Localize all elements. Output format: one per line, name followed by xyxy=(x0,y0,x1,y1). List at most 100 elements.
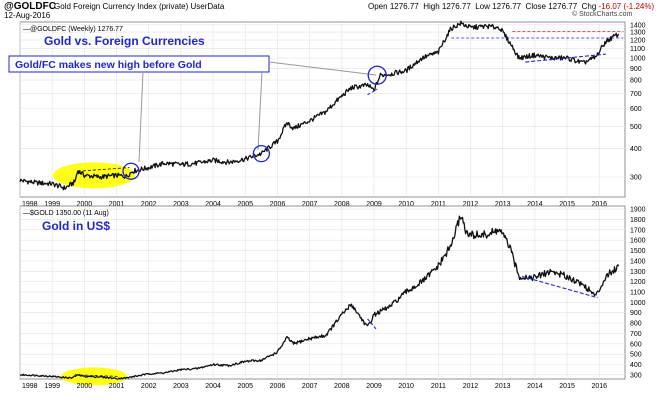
annotation-box xyxy=(8,55,270,73)
x-tick-label: 2004 xyxy=(205,201,221,208)
dip-trendline xyxy=(367,88,378,96)
chart-symbol: @GOLDFC xyxy=(4,1,56,12)
x-tick-label: 2009 xyxy=(366,383,382,390)
x-tick-label: 2005 xyxy=(237,383,253,390)
y-tick-label: 500 xyxy=(630,352,642,359)
new-high-circle xyxy=(367,65,387,85)
y-tick-label: 900 xyxy=(630,310,642,317)
x-tick-label: 1999 xyxy=(44,383,60,390)
callout-line xyxy=(257,71,263,151)
y-tick-label: 1400 xyxy=(630,22,646,29)
x-tick-label: 2000 xyxy=(77,383,93,390)
x-tick-label: 2014 xyxy=(527,201,543,208)
x-tick-label: 1999 xyxy=(44,201,60,208)
y-tick-label: 1400 xyxy=(630,258,646,265)
chart-panel-2 xyxy=(19,205,626,386)
x-tick-label: 2001 xyxy=(109,383,125,390)
y-tick-label: 400 xyxy=(630,362,642,369)
x-tick-label: 2014 xyxy=(527,383,543,390)
x-tick-label: 2006 xyxy=(270,383,286,390)
chg-value: -16.07 (-1.24%) xyxy=(598,2,655,11)
chart-title: Gold vs. Foreign Currencies xyxy=(44,34,205,48)
y-tick-label: 800 xyxy=(630,78,642,85)
y-tick-label: 600 xyxy=(630,106,642,113)
y-tick-label: 1600 xyxy=(630,238,646,245)
y-tick-label: 1200 xyxy=(630,38,646,45)
y-tick-label: 700 xyxy=(630,331,642,338)
x-tick-label: 2002 xyxy=(141,383,157,390)
high-label: High xyxy=(423,2,440,11)
rising-trendline xyxy=(525,53,606,63)
x-tick-label: 2003 xyxy=(173,201,189,208)
x-tick-label: 2000 xyxy=(77,201,93,208)
x-tick-label: 2010 xyxy=(398,201,414,208)
low-label: Low xyxy=(475,2,490,11)
series-legend: —$GOLD 1350.00 (11 Aug) xyxy=(23,210,109,217)
open-label: Open xyxy=(368,2,388,11)
series-legend: —@GOLDFC (Weekly) 1276.77 xyxy=(23,26,123,33)
low-value: 1276.77 xyxy=(492,2,522,11)
y-tick-label: 900 xyxy=(630,66,642,73)
x-tick-label: 2009 xyxy=(366,201,382,208)
y-tick-label: 1300 xyxy=(630,30,646,37)
y-tick-label: 600 xyxy=(630,341,642,348)
x-tick-label: 2012 xyxy=(463,201,479,208)
annotation-text: Gold/FC makes new high before Gold xyxy=(15,59,202,71)
y-tick-label: 800 xyxy=(630,321,642,328)
x-tick-label: 2008 xyxy=(334,201,350,208)
high-value: 1276.77 xyxy=(441,2,471,11)
dip-trendline xyxy=(367,318,378,331)
y-tick-label: 500 xyxy=(630,124,642,131)
x-tick-label: 2002 xyxy=(141,201,157,208)
base-dashed-line xyxy=(74,374,120,377)
x-tick-label: 2006 xyxy=(270,201,286,208)
falling-trendline xyxy=(521,275,598,299)
y-tick-label: 400 xyxy=(630,146,642,153)
y-tick-label: 700 xyxy=(630,91,642,98)
y-tick-label: 1000 xyxy=(630,300,646,307)
x-tick-label: 2007 xyxy=(302,383,318,390)
chart-date: 12-Aug-2016 xyxy=(4,11,51,20)
close-value: 1276.77 xyxy=(548,2,578,11)
y-tick-label: 1200 xyxy=(630,279,646,286)
x-tick-label: 2013 xyxy=(495,383,511,390)
chart-title: Gold in US$ xyxy=(42,219,110,233)
x-tick-label: 2015 xyxy=(559,201,575,208)
x-tick-label: 2016 xyxy=(591,201,607,208)
price-series-line xyxy=(19,215,620,380)
x-tick-label: 1998 xyxy=(22,383,38,390)
chg-label: Chg xyxy=(581,2,597,11)
base-dashed-line xyxy=(77,167,130,172)
x-tick-label: 2013 xyxy=(495,201,511,208)
ohlc-readout: Open 1276.77 High 1276.77 Low 1276.77 Cl… xyxy=(368,2,654,11)
x-tick-label: 2016 xyxy=(591,383,607,390)
x-tick-label: 1998 xyxy=(22,201,38,208)
y-tick-label: 1900 xyxy=(630,207,646,214)
x-tick-label: 2003 xyxy=(173,383,189,390)
y-tick-label: 1100 xyxy=(630,289,645,296)
new-high-circle xyxy=(252,144,271,163)
close-label: Close xyxy=(525,2,546,11)
x-tick-label: 2008 xyxy=(334,383,350,390)
new-high-circle xyxy=(122,162,140,180)
x-tick-label: 2004 xyxy=(205,383,221,390)
y-tick-label: 1000 xyxy=(630,56,646,63)
x-tick-label: 2010 xyxy=(398,383,414,390)
x-tick-label: 2007 xyxy=(302,201,318,208)
x-tick-label: 2011 xyxy=(431,201,446,208)
x-tick-label: 2011 xyxy=(431,383,446,390)
callout-line xyxy=(268,61,377,76)
stockcharts-brand: © StockCharts.com xyxy=(572,11,633,18)
x-tick-label: 2015 xyxy=(559,383,575,390)
open-value: 1276.77 xyxy=(389,2,419,11)
price-series-line xyxy=(19,20,620,191)
x-tick-label: 2001 xyxy=(109,201,125,208)
y-tick-label: 300 xyxy=(630,174,642,181)
y-tick-label: 1300 xyxy=(630,269,646,276)
y-tick-label: 1500 xyxy=(630,248,646,255)
index-name: Gold Foreign Currency Index (private) Us… xyxy=(54,2,225,11)
y-tick-label: 1700 xyxy=(630,227,646,234)
x-tick-label: 2012 xyxy=(463,383,479,390)
x-tick-label: 2005 xyxy=(237,201,253,208)
